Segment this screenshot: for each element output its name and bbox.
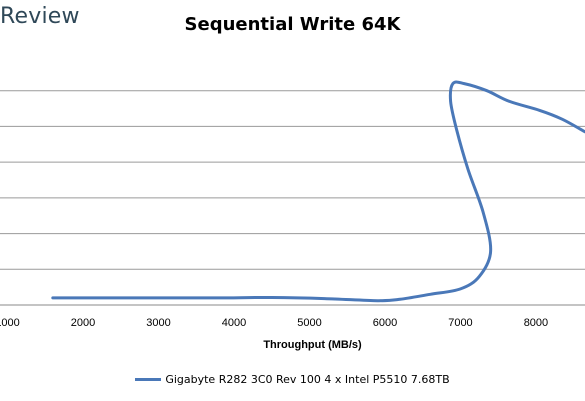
legend-swatch bbox=[135, 378, 162, 381]
series-line bbox=[51, 80, 585, 303]
x-tick-label: 4000 bbox=[222, 317, 246, 329]
series-layer bbox=[51, 80, 585, 303]
chart-title: Sequential Write 64K bbox=[184, 14, 401, 35]
x-tick-label: 7000 bbox=[448, 317, 472, 329]
brand-logo: Review bbox=[0, 4, 80, 29]
x-tick-label: 5000 bbox=[297, 317, 321, 329]
x-tick-label: 6000 bbox=[373, 317, 397, 329]
gridlines bbox=[0, 90, 585, 270]
x-tick-label: 8000 bbox=[524, 317, 548, 329]
legend-label: Gigabyte R282 3C0 Rev 100 4 x Intel P551… bbox=[165, 373, 450, 386]
x-tick-label: 1000 bbox=[0, 317, 20, 329]
x-tick-label: 2000 bbox=[71, 317, 95, 329]
x-tick-labels: 1000 2000 3000 4000 5000 6000 7000 8000 bbox=[0, 317, 548, 329]
x-axis-title: Throughput (MB/s) bbox=[263, 339, 362, 351]
legend: Gigabyte R282 3C0 Rev 100 4 x Intel P551… bbox=[0, 373, 585, 386]
x-tick-label: 3000 bbox=[146, 317, 170, 329]
